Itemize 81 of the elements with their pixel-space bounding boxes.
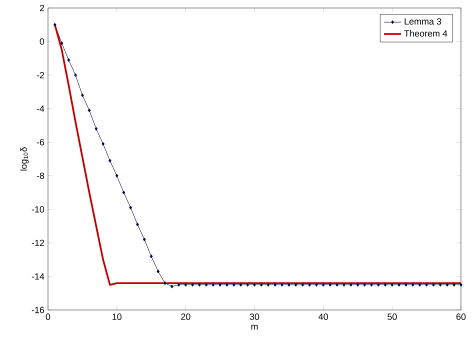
point xyxy=(370,282,373,287)
x-tick-label: 40 xyxy=(318,314,328,320)
point xyxy=(94,126,98,131)
y-tick-label: -16 xyxy=(32,306,44,314)
point xyxy=(232,282,236,287)
point xyxy=(115,174,118,178)
point xyxy=(404,282,408,287)
point xyxy=(322,282,325,287)
point xyxy=(108,158,112,163)
point xyxy=(218,282,222,287)
point xyxy=(156,270,160,274)
x-tick-label: 30 xyxy=(250,314,260,320)
point xyxy=(60,41,64,46)
legend-label: Theorem 4 xyxy=(404,30,448,37)
point xyxy=(67,58,70,62)
point xyxy=(198,282,201,287)
point xyxy=(411,282,414,287)
y-tick-label: -14 xyxy=(32,273,44,280)
point xyxy=(80,93,84,98)
x-tick-label: 50 xyxy=(388,314,397,320)
point xyxy=(349,282,352,287)
legend-label: Lemma 3 xyxy=(404,18,442,25)
point xyxy=(294,282,298,287)
point xyxy=(253,282,256,287)
point xyxy=(336,282,339,287)
point xyxy=(266,282,270,287)
point xyxy=(150,254,153,258)
point xyxy=(390,282,394,287)
point xyxy=(164,281,166,285)
point xyxy=(398,282,400,287)
y-tick-label: 2 xyxy=(40,4,44,12)
point xyxy=(53,22,56,27)
y-tick-label: -4 xyxy=(36,106,44,112)
point xyxy=(432,282,435,287)
y-tick-label: -12 xyxy=(32,240,44,246)
point xyxy=(102,142,105,146)
point xyxy=(446,282,449,287)
point xyxy=(328,282,332,287)
point xyxy=(246,282,250,287)
point xyxy=(136,222,139,226)
y-tick-label: -10 xyxy=(32,206,44,213)
point xyxy=(308,282,312,287)
point xyxy=(88,108,91,112)
point xyxy=(460,282,462,287)
point xyxy=(74,73,77,77)
point xyxy=(376,282,380,287)
point xyxy=(122,190,126,194)
point xyxy=(226,282,228,287)
point xyxy=(177,282,180,287)
point xyxy=(260,282,263,287)
y-axis-title: log$_{10}$δ xyxy=(20,147,29,170)
y-tick-label: 0 xyxy=(40,38,44,45)
point xyxy=(212,282,215,287)
point xyxy=(274,282,277,287)
point xyxy=(287,282,290,287)
y-tick-label: -8 xyxy=(36,172,44,179)
x-tick-label: 0 xyxy=(46,314,50,320)
point xyxy=(425,282,428,287)
x-tick-label: 20 xyxy=(181,314,190,320)
x-tick-label: 10 xyxy=(112,314,122,320)
point xyxy=(280,282,284,287)
point xyxy=(204,282,208,287)
point xyxy=(384,282,387,287)
point xyxy=(452,282,456,287)
point xyxy=(142,238,146,242)
point xyxy=(418,282,422,287)
point xyxy=(239,282,242,287)
point xyxy=(129,206,132,210)
point xyxy=(191,282,194,287)
y-tick-label: -6 xyxy=(36,139,44,146)
point xyxy=(363,282,366,287)
point xyxy=(170,284,174,288)
point xyxy=(342,282,346,287)
x-tick-label: 60 xyxy=(456,314,466,320)
point xyxy=(301,282,304,287)
point xyxy=(356,282,360,287)
point xyxy=(184,282,188,287)
y-tick-label: -2 xyxy=(36,72,44,78)
point xyxy=(315,282,318,287)
point xyxy=(438,282,442,287)
x-axis-title: m xyxy=(251,324,258,330)
